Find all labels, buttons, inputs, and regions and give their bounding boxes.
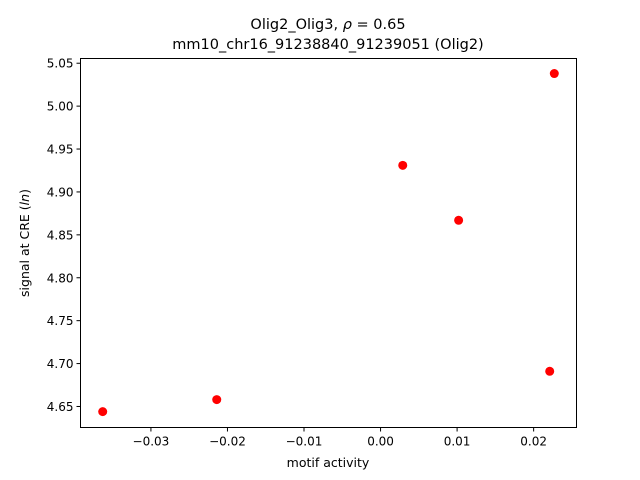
data-point <box>212 395 222 405</box>
y-tick-label: 5.05 <box>47 57 74 71</box>
data-point <box>545 366 555 376</box>
y-tick-label: 4.95 <box>47 143 74 157</box>
chart-title-line1: Olig2_Olig3, ρ = 0.65 <box>250 17 405 33</box>
x-tick-label: −0.02 <box>209 435 246 449</box>
y-tick-label: 4.75 <box>47 314 74 328</box>
data-point <box>454 215 464 225</box>
x-tick-label: −0.01 <box>286 435 323 449</box>
data-point <box>98 407 108 417</box>
x-axis-ticks: −0.03 −0.02 −0.01 0.00 0.01 0.02 <box>133 427 547 449</box>
y-tick-label: 4.85 <box>47 228 74 242</box>
x-tick-label: 0.00 <box>367 435 394 449</box>
chart-title-line2: mm10_chr16_91238840_91239051 (Olig2) <box>172 37 483 53</box>
y-axis-label: signal at CRE (ln) <box>17 189 32 297</box>
y-tick-label: 4.70 <box>47 357 74 371</box>
data-point <box>398 160 408 170</box>
y-axis-ticks: 4.65 4.70 4.75 4.80 4.85 4.90 4.95 5.00 5.05 <box>47 57 81 414</box>
data-point <box>549 69 559 79</box>
y-tick-label: 4.80 <box>47 271 74 285</box>
x-tick-label: 0.02 <box>520 435 547 449</box>
y-tick-label: 4.90 <box>47 185 74 199</box>
plot-frame <box>80 58 577 428</box>
y-tick-label: 5.00 <box>47 100 74 114</box>
x-tick-label: 0.01 <box>444 435 471 449</box>
x-tick-label: −0.03 <box>133 435 170 449</box>
data-points <box>98 69 559 417</box>
y-tick-label: 4.65 <box>47 400 74 414</box>
x-axis-label: motif activity <box>287 455 370 470</box>
